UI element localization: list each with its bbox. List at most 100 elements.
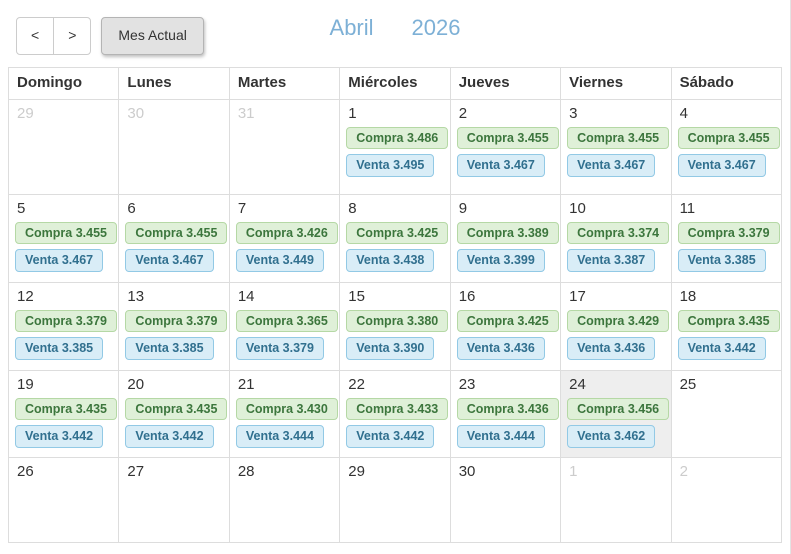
prev-month-button[interactable]: < <box>16 17 55 55</box>
day-of-week-header: Viernes <box>561 67 672 100</box>
day-cell: 19 Compra 3.435 Venta 3.442 <box>9 370 120 458</box>
compra-line: Compra 3.486 <box>340 125 449 153</box>
day-of-week-header: Sábado <box>671 67 782 100</box>
compra-badge: Compra 3.374 <box>567 221 670 245</box>
venta-badge: Venta 3.442 <box>346 425 435 448</box>
day-cell: 14 Compra 3.365 Venta 3.379 <box>229 282 341 371</box>
day-of-week-header: Martes <box>229 67 341 100</box>
venta-line: Venta 3.444 <box>451 423 560 451</box>
venta-line: Venta 3.438 <box>340 247 449 275</box>
current-month-button[interactable]: Mes Actual <box>101 17 204 55</box>
venta-line: Venta 3.442 <box>119 423 228 451</box>
venta-line: Venta 3.442 <box>9 423 118 451</box>
venta-line: Venta 3.390 <box>340 335 449 363</box>
day-cell: 21 Compra 3.430 Venta 3.444 <box>229 370 341 458</box>
venta-badge: Venta 3.442 <box>15 425 104 448</box>
venta-badge: Venta 3.385 <box>15 337 104 360</box>
day-number: 14 <box>237 287 255 305</box>
compra-badge: Compra 3.430 <box>235 397 338 421</box>
compra-line: Compra 3.435 <box>9 396 118 424</box>
venta-badge: Venta 3.387 <box>567 249 656 272</box>
compra-line: Compra 3.436 <box>451 396 560 424</box>
day-number: 1 <box>569 462 578 480</box>
compra-line: Compra 3.455 <box>672 125 781 153</box>
compra-badge: Compra 3.435 <box>15 397 117 421</box>
day-cell: 25 <box>671 370 782 458</box>
day-cell: 29 <box>9 99 120 195</box>
day-cell: 2 <box>671 457 782 543</box>
compra-badge: Compra 3.433 <box>346 397 449 421</box>
day-number: 2 <box>679 462 688 480</box>
month-nav-group: < > <box>16 17 92 55</box>
day-cell: 31 <box>229 99 341 195</box>
day-number: 18 <box>679 287 697 305</box>
day-number: 16 <box>458 287 476 305</box>
compra-badge: Compra 3.435 <box>677 309 780 333</box>
day-cell: 10 Compra 3.374 Venta 3.387 <box>561 194 672 283</box>
compra-badge: Compra 3.455 <box>456 126 559 150</box>
compra-line: Compra 3.455 <box>561 125 670 153</box>
venta-badge: Venta 3.436 <box>567 337 656 360</box>
day-cell: 12 Compra 3.379 Venta 3.385 <box>9 282 120 371</box>
venta-badge: Venta 3.444 <box>456 425 545 448</box>
compra-line: Compra 3.425 <box>451 308 560 336</box>
venta-line: Venta 3.467 <box>451 152 560 180</box>
venta-badge: Venta 3.390 <box>346 337 435 360</box>
day-number: 22 <box>348 375 365 393</box>
compra-line: Compra 3.426 <box>230 220 339 248</box>
day-number: 30 <box>458 462 476 480</box>
venta-line: Venta 3.467 <box>672 152 781 180</box>
venta-line: Venta 3.462 <box>561 423 670 451</box>
day-cell: 6 Compra 3.455 Venta 3.467 <box>119 194 230 283</box>
day-number: 10 <box>569 199 586 217</box>
day-cell: 2 Compra 3.455 Venta 3.467 <box>450 99 562 195</box>
day-cell: 4 Compra 3.455 Venta 3.467 <box>671 99 782 195</box>
venta-badge: Venta 3.444 <box>235 425 324 448</box>
venta-line: Venta 3.436 <box>451 335 560 363</box>
day-number: 31 <box>237 104 255 122</box>
venta-badge: Venta 3.467 <box>567 154 656 177</box>
day-cell: 1 Compra 3.486 Venta 3.495 <box>340 99 451 195</box>
venta-badge: Venta 3.442 <box>125 425 214 448</box>
compra-line: Compra 3.433 <box>340 396 449 424</box>
day-cell: 30 <box>450 457 562 543</box>
venta-line: Venta 3.385 <box>9 335 118 363</box>
venta-line: Venta 3.442 <box>340 423 449 451</box>
day-cell: 28 <box>229 457 341 543</box>
day-cell: 16 Compra 3.425 Venta 3.436 <box>450 282 562 371</box>
compra-line: Compra 3.380 <box>340 308 449 336</box>
compra-line: Compra 3.429 <box>561 308 670 336</box>
compra-line: Compra 3.455 <box>119 220 228 248</box>
day-cell: 30 <box>119 99 230 195</box>
calendar-grid: Domingo Lunes Martes Miércoles Jueves Viernes… <box>8 66 782 543</box>
compra-badge: Compra 3.379 <box>677 221 780 245</box>
day-of-week-header: Lunes <box>119 67 230 100</box>
compra-line: Compra 3.379 <box>672 220 781 248</box>
year-label: 2026 <box>411 15 461 41</box>
day-number: 17 <box>569 287 586 305</box>
day-number: 13 <box>127 287 145 305</box>
day-number: 21 <box>237 375 255 393</box>
venta-badge: Venta 3.385 <box>677 249 766 272</box>
day-number: 5 <box>17 199 26 217</box>
compra-line: Compra 3.425 <box>340 220 449 248</box>
day-cell: 23 Compra 3.436 Venta 3.444 <box>450 370 562 458</box>
venta-line: Venta 3.495 <box>340 152 449 180</box>
day-cell: 29 <box>340 457 451 543</box>
day-number: 24 <box>569 375 586 393</box>
compra-line: Compra 3.389 <box>451 220 560 248</box>
compra-line: Compra 3.374 <box>561 220 670 248</box>
venta-badge: Venta 3.385 <box>125 337 214 360</box>
venta-badge: Venta 3.399 <box>456 249 545 272</box>
compra-badge: Compra 3.365 <box>235 309 338 333</box>
compra-line: Compra 3.435 <box>672 308 781 336</box>
day-cell: 20 Compra 3.435 Venta 3.442 <box>119 370 230 458</box>
compra-badge: Compra 3.426 <box>235 221 338 245</box>
day-number: 23 <box>458 375 476 393</box>
day-number: 9 <box>458 199 468 217</box>
next-month-button[interactable]: > <box>53 17 92 55</box>
venta-badge: Venta 3.379 <box>235 337 324 360</box>
day-cell: 26 <box>9 457 120 543</box>
venta-badge: Venta 3.467 <box>677 154 766 177</box>
